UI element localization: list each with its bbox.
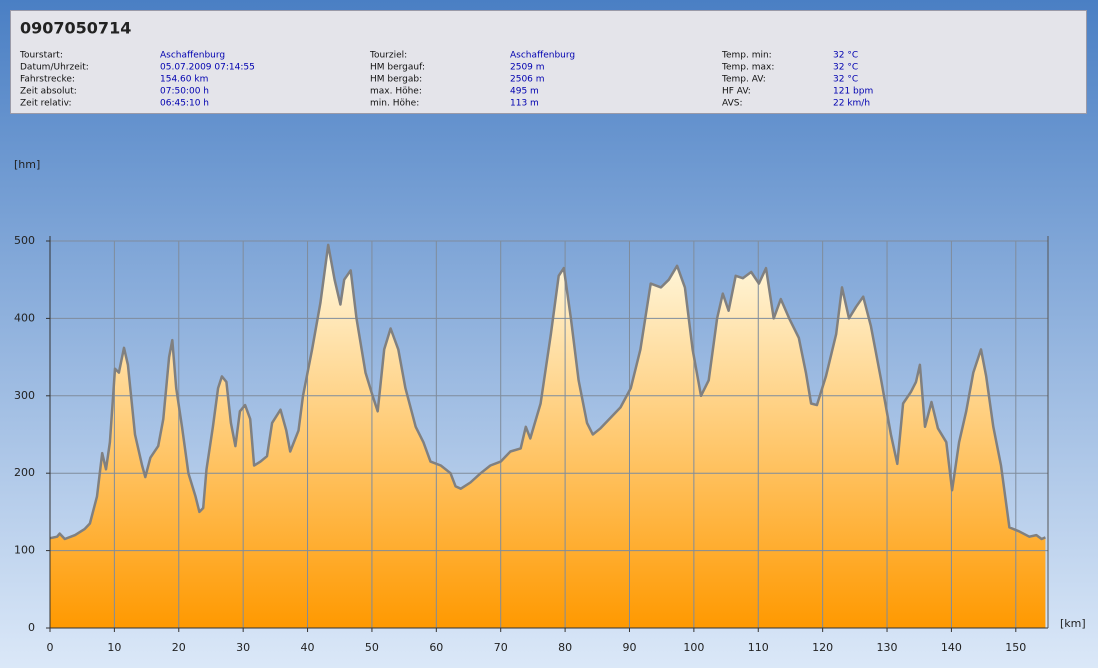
x-tick-label: 20 — [172, 641, 186, 654]
y-tick-label: 0 — [28, 621, 35, 634]
x-tick-label: 90 — [622, 641, 636, 654]
field-value: 113 m — [510, 99, 539, 109]
field-label: Datum/Uhrzeit: — [20, 63, 89, 73]
field-value: 32 °C — [833, 51, 858, 61]
field-label: max. Höhe: — [370, 87, 422, 97]
field-value: Aschaffenburg — [510, 51, 575, 61]
area-fill — [50, 244, 1046, 628]
x-tick-label: 100 — [683, 641, 704, 654]
field-value: 32 °C — [833, 75, 858, 85]
y-tick-label: 400 — [14, 311, 35, 324]
x-axis-label: [km] — [1060, 617, 1086, 630]
field-label: Zeit absolut: — [20, 87, 77, 97]
tour-title: 0907050714 — [20, 19, 131, 38]
y-tick-label: 300 — [14, 389, 35, 402]
profile-line — [49, 243, 1046, 541]
x-tick-label: 150 — [1005, 641, 1026, 654]
x-tick-label: 0 — [47, 641, 54, 654]
field-value: 06:45:10 h — [160, 99, 209, 109]
field-value: Aschaffenburg — [160, 51, 225, 61]
field-label: min. Höhe: — [370, 99, 419, 109]
field-label: Temp. AV: — [721, 75, 766, 85]
info-fields: Tourstart: Aschaffenburg Datum/Uhrzeit: 05.… — [19, 51, 873, 109]
x-tick-label: 30 — [236, 641, 250, 654]
field-value: 495 m — [510, 87, 539, 97]
field-label: Temp. min: — [721, 51, 772, 61]
field-label: HM bergab: — [370, 75, 422, 85]
plot: 0 100 200 300 400 500 0 10 20 30 40 50 60 70 80 90 100 11… — [14, 158, 1086, 654]
field-value: 2509 m — [510, 63, 545, 73]
y-tick-label: 200 — [14, 466, 35, 479]
field-label: Fahrstrecke: — [20, 75, 75, 85]
x-tick-label: 60 — [429, 641, 443, 654]
x-tick-label: 40 — [301, 641, 315, 654]
field-value: 32 °C — [833, 63, 858, 73]
x-tick-label: 10 — [107, 641, 121, 654]
field-value: 121 bpm — [833, 87, 873, 97]
x-tick-label: 120 — [812, 641, 833, 654]
field-value: 07:50:00 h — [160, 87, 209, 97]
field-value: 22 km/h — [833, 99, 870, 109]
y-tick-label: 500 — [14, 234, 35, 247]
x-tick-label: 140 — [941, 641, 962, 654]
x-tick-label: 130 — [877, 641, 898, 654]
field-label: Tourstart: — [19, 51, 63, 61]
y-axis-label: [hm] — [14, 158, 40, 171]
field-label: Temp. max: — [721, 63, 774, 73]
field-value: 2506 m — [510, 75, 545, 85]
field-label: Tourziel: — [369, 51, 407, 61]
field-label: Zeit relativ: — [20, 99, 72, 109]
x-tick-label: 110 — [748, 641, 769, 654]
info-panel — [10, 10, 1087, 114]
x-tick-label: 50 — [365, 641, 379, 654]
field-label: HF AV: — [722, 87, 751, 97]
y-tick-label: 100 — [14, 544, 35, 557]
x-tick-label: 80 — [558, 641, 572, 654]
field-value: 154.60 km — [160, 75, 208, 85]
x-tick-label: 70 — [494, 641, 508, 654]
field-label: AVS: — [722, 99, 742, 109]
field-label: HM bergauf: — [370, 63, 425, 73]
field-value: 05.07.2009 07:14:55 — [160, 63, 255, 73]
